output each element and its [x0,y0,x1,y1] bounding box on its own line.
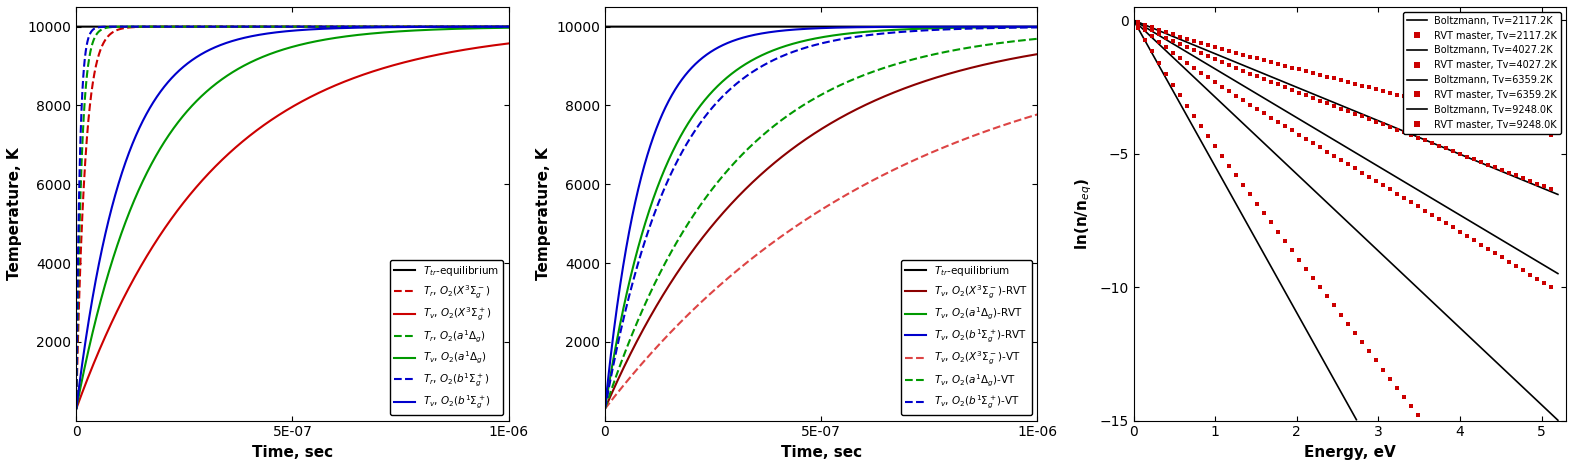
X-axis label: Energy, eV: Energy, eV [1304,445,1395,460]
Y-axis label: Temperature, K: Temperature, K [536,148,551,280]
Legend: $T_{tr}$-equilibrium, $T_v$, $O_2(X^3\Sigma_g^-)$-RVT, $T_v$, $O_2(a^1\Delta_g)$: $T_{tr}$-equilibrium, $T_v$, $O_2(X^3\Si… [901,260,1032,416]
Legend: Boltzmann, Tv=2117.2K, RVT master, Tv=2117.2K, Boltzmann, Tv=4027.2K, RVT master: Boltzmann, Tv=2117.2K, RVT master, Tv=21… [1403,12,1560,134]
X-axis label: Time, sec: Time, sec [780,445,862,460]
X-axis label: Time, sec: Time, sec [252,445,333,460]
Y-axis label: ln(n/n$_{eq}$): ln(n/n$_{eq}$) [1073,178,1093,250]
Legend: $T_{tr}$-equilibrium, $T_r$, $O_2(X^3\Sigma_g^-)$, $T_v$, $O_2(X^3\Sigma_g^+)$, : $T_{tr}$-equilibrium, $T_r$, $O_2(X^3\Si… [390,260,503,416]
Y-axis label: Temperature, K: Temperature, K [6,148,22,280]
